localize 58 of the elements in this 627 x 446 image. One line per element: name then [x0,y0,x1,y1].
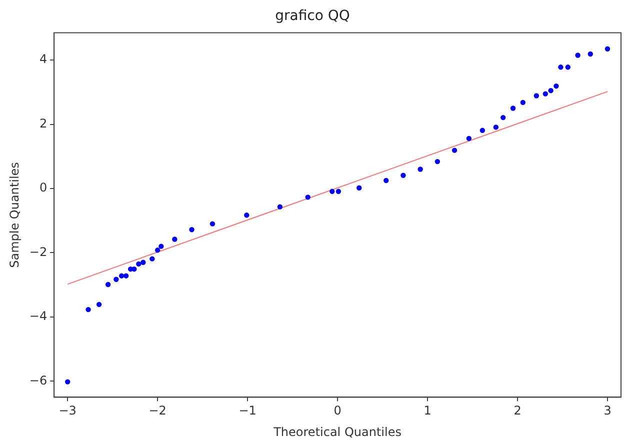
point [132,266,137,272]
point [500,114,506,120]
point [118,273,124,278]
point [534,93,540,98]
point [136,261,142,267]
point [452,148,458,153]
point [189,227,194,232]
point [384,178,389,184]
point [588,51,594,57]
point [418,166,423,172]
point [172,236,178,242]
point [158,244,164,249]
chart-title: grafico QQ [275,8,350,24]
point [114,276,119,282]
x-tick-label: 0 [334,404,342,418]
x-axis-title: Theoretical Quantiles [272,424,402,439]
point [565,64,571,70]
point [244,212,250,218]
x-tick-label: 1 [424,404,432,418]
y-tick-label: −4 [29,309,48,324]
point [558,64,564,70]
point [356,185,362,190]
point [86,306,91,312]
point [510,106,516,111]
point [154,248,160,253]
x-tick-label: −1 [238,404,256,418]
point [520,100,526,106]
y-tick-label: −2 [29,244,48,259]
point [554,83,559,89]
point [140,260,146,265]
y-tick-label: 2 [39,116,48,130]
point [64,379,70,384]
point [305,194,310,200]
point [480,128,486,133]
point [466,136,472,142]
y-tick-label: −6 [29,373,48,388]
y-tick-label: 4 [39,52,48,66]
point [400,172,406,178]
point [604,46,610,52]
point [150,256,155,262]
x-tick-label: −2 [148,404,166,418]
point [575,52,580,58]
x-tick-label: −3 [58,404,76,418]
y-tick-label: 0 [39,180,48,195]
point [542,91,548,96]
point [330,188,335,194]
point [277,204,283,210]
point [105,282,111,288]
point [493,124,499,130]
point [336,188,342,194]
point [548,88,554,94]
x-tick-label: 2 [514,404,522,418]
point [210,221,216,226]
point [434,158,440,164]
y-axis-title: Sample Quantiles [7,162,22,268]
point [96,302,102,308]
point [123,273,129,278]
x-tick-label: 3 [604,404,612,418]
